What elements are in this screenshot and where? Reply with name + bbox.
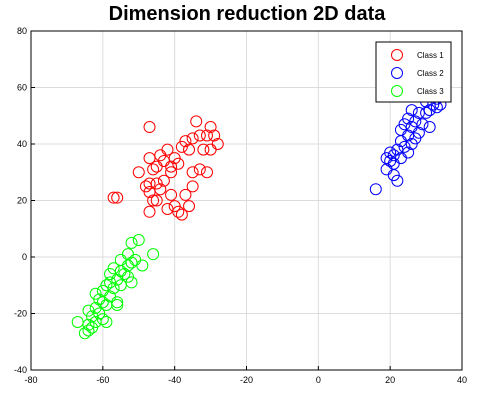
y-tick-label: -40 bbox=[14, 365, 27, 375]
data-point bbox=[204, 143, 217, 156]
legend-label: Class 3 bbox=[417, 87, 444, 96]
data-point bbox=[186, 132, 199, 145]
legend-marker bbox=[391, 67, 403, 79]
data-point bbox=[136, 259, 149, 272]
y-tick-label: -20 bbox=[14, 309, 27, 319]
data-point bbox=[71, 315, 84, 328]
y-tick-label: 80 bbox=[17, 26, 27, 36]
data-point bbox=[369, 183, 382, 196]
data-point bbox=[125, 236, 138, 249]
data-point bbox=[143, 205, 156, 218]
data-point bbox=[197, 143, 210, 156]
data-point bbox=[78, 327, 91, 340]
legend-marker bbox=[391, 49, 403, 61]
legend-box bbox=[375, 41, 452, 103]
data-point bbox=[132, 166, 145, 179]
legend-marker bbox=[391, 85, 403, 97]
x-tick-label: -60 bbox=[96, 375, 109, 385]
data-point bbox=[147, 194, 160, 207]
data-point bbox=[193, 163, 206, 176]
data-point bbox=[100, 315, 113, 328]
series-1 bbox=[107, 115, 224, 221]
x-tick-label: 40 bbox=[457, 375, 467, 385]
data-point bbox=[165, 188, 178, 201]
data-point bbox=[82, 324, 95, 337]
data-point bbox=[175, 208, 188, 221]
data-point bbox=[147, 163, 160, 176]
data-point bbox=[150, 160, 163, 173]
data-point bbox=[193, 129, 206, 142]
x-tick-label: -40 bbox=[168, 375, 181, 385]
data-point bbox=[143, 152, 156, 165]
data-point bbox=[143, 186, 156, 199]
data-points bbox=[71, 78, 451, 340]
data-point bbox=[114, 279, 127, 292]
data-point bbox=[107, 191, 120, 204]
legend: Class 1 Class 2 Class 3 bbox=[375, 41, 452, 103]
x-tick-label: 20 bbox=[385, 375, 395, 385]
y-tick-label: 40 bbox=[17, 139, 27, 149]
data-point bbox=[208, 129, 221, 142]
data-point bbox=[143, 121, 156, 134]
data-point bbox=[150, 194, 163, 207]
data-point bbox=[190, 115, 203, 128]
data-point bbox=[165, 160, 178, 173]
data-point bbox=[111, 299, 124, 312]
data-point bbox=[161, 202, 174, 215]
data-point bbox=[200, 129, 213, 142]
x-tick-label: 0 bbox=[316, 375, 321, 385]
data-point bbox=[405, 138, 418, 150]
data-point bbox=[183, 200, 196, 213]
data-point bbox=[200, 166, 213, 179]
data-point bbox=[430, 101, 443, 114]
data-point bbox=[111, 296, 124, 309]
data-point bbox=[186, 166, 199, 179]
data-point bbox=[186, 180, 199, 193]
data-point bbox=[179, 188, 192, 201]
data-point bbox=[132, 234, 145, 247]
data-point bbox=[405, 104, 418, 117]
data-point bbox=[172, 157, 185, 170]
legend-label: Class 2 bbox=[417, 69, 444, 78]
legend-label: Class 1 bbox=[417, 51, 444, 60]
data-point bbox=[175, 140, 188, 153]
data-point bbox=[129, 253, 142, 266]
data-point bbox=[423, 121, 436, 134]
data-point bbox=[420, 106, 433, 119]
data-point bbox=[157, 174, 170, 187]
data-point bbox=[165, 166, 178, 179]
series-3 bbox=[71, 234, 160, 340]
data-point bbox=[147, 248, 160, 261]
data-point bbox=[96, 313, 109, 326]
data-point bbox=[384, 154, 397, 167]
data-point bbox=[143, 177, 156, 190]
axis-ticks: -80 -60 -40 -20 0 20 40 -40 -20 0 20 40 60 80 bbox=[14, 26, 467, 385]
chart-title: Dimension reduction 2D data bbox=[109, 3, 387, 25]
data-point bbox=[204, 121, 217, 134]
data-point bbox=[82, 318, 95, 331]
data-point bbox=[111, 191, 124, 204]
data-point bbox=[172, 205, 185, 218]
y-tick-label: 60 bbox=[17, 83, 27, 93]
y-tick-label: 20 bbox=[17, 196, 27, 206]
y-tick-label: 0 bbox=[22, 252, 27, 262]
data-point bbox=[183, 143, 196, 156]
x-tick-label: -80 bbox=[24, 375, 37, 385]
data-point bbox=[412, 106, 425, 119]
data-point bbox=[391, 174, 404, 187]
x-tick-label: -20 bbox=[240, 375, 253, 385]
